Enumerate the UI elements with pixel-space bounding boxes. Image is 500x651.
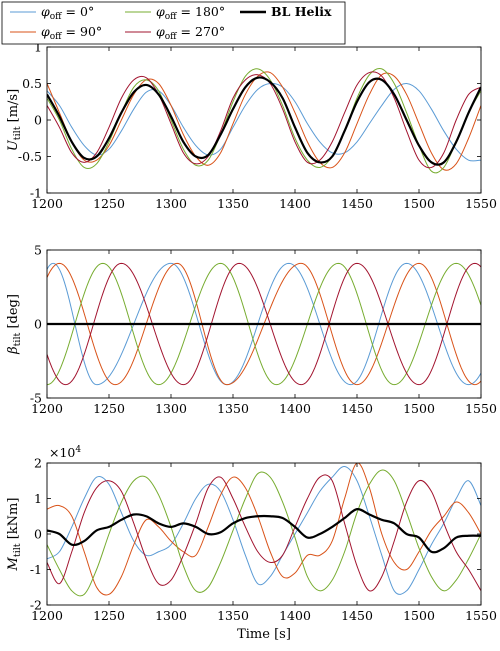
x-tick-label: 1250 (93, 401, 125, 416)
series-line-phi-off-1 (47, 463, 481, 596)
y-tick-label: 0 (34, 317, 42, 332)
y-tick-label: -0.5 (18, 149, 42, 164)
series-line-phi-off-0 (47, 82, 481, 162)
x-tick-label: 1400 (279, 401, 311, 416)
legend-box (1, 1, 346, 45)
legend-label: φoff = 270° (156, 24, 225, 42)
legend-entry: φoff = 0° (10, 4, 94, 22)
x-tick-label: 1200 (31, 196, 63, 211)
y-tick-label: 0 (34, 113, 42, 128)
x-tick-label: 1250 (93, 608, 125, 623)
moment-panel: 1200 1250 1300 1350 1400 1450 1500 1550 -2 -1 0 1 2 M… (6, 445, 497, 642)
legend-label: φoff = 90° (41, 24, 102, 42)
y-tick-label: 1 (34, 491, 42, 506)
x-tick-label: 1350 (217, 608, 249, 623)
x-axis-label: Time [s] (237, 627, 291, 642)
y-axis-label: Mtilt [kNm] (6, 498, 23, 572)
x-tick-label: 1500 (403, 608, 435, 623)
x-tick-label: 1200 (31, 608, 63, 623)
x-tick-label: 1450 (341, 196, 373, 211)
y-tick-label: -1 (30, 562, 42, 577)
y-axis-label: Utilt [m/s] (6, 89, 23, 151)
x-tick-label: 1550 (465, 401, 497, 416)
x-tick-label: 1400 (279, 196, 311, 211)
pitch-angle-panel: 1200 1250 1300 1350 1400 1450 1500 1550 -5 0 5 βtil… (6, 243, 497, 417)
y-tick-label: 0 (34, 527, 42, 542)
wind-speed-panel: 1200 1250 1300 1350 1400 1450 1500 1550 -1 -0.5 0 0… (6, 40, 497, 212)
x-tick-label: 1450 (341, 401, 373, 416)
x-tick-label: 1200 (31, 401, 63, 416)
y-tick-label: 1 (34, 40, 42, 55)
x-tick-label: 1300 (155, 401, 187, 416)
legend-entry: φoff = 180° (125, 4, 225, 22)
series-line-phi-off-3 (47, 474, 481, 592)
series-line-bl-helix (47, 508, 481, 554)
y-multiplier: ×104 (49, 445, 81, 460)
series-line-phi-off-3 (47, 71, 481, 169)
y-tick-label: 0.5 (22, 76, 42, 91)
x-tick-label: 1450 (341, 608, 373, 623)
y-tick-label: 2 (34, 456, 42, 471)
y-tick-label: -1 (30, 186, 42, 201)
x-tick-label: 1250 (93, 196, 125, 211)
legend-entry: φoff = 90° (10, 24, 102, 42)
x-tick-label: 1400 (279, 608, 311, 623)
legend-label: φoff = 0° (41, 4, 94, 22)
y-tick-label: -2 (30, 598, 42, 613)
series-line-phi-off-0 (47, 466, 481, 595)
x-tick-label: 1500 (403, 401, 435, 416)
series-line-phi-off-2 (47, 469, 481, 597)
x-tick-label: 1500 (403, 196, 435, 211)
series-line-phi-off-3 (47, 262, 481, 386)
x-tick-label: 1550 (465, 608, 497, 623)
x-tick-label: 1350 (217, 401, 249, 416)
legend-entry: BL Helix (240, 4, 332, 19)
x-tick-label: 1350 (217, 196, 249, 211)
series-line-bl-helix (47, 76, 481, 166)
x-tick-label: 1300 (155, 608, 187, 623)
y-axis-label: βtilt [deg] (6, 294, 23, 355)
legend: φoff = 0° φoff = 180° BL Helix φoff = 90° φo… (1, 1, 346, 45)
legend-label: BL Helix (271, 4, 332, 19)
legend-entry: φoff = 270° (125, 24, 225, 42)
y-tick-label: 5 (34, 243, 42, 258)
legend-label: φoff = 180° (156, 4, 225, 22)
series-line-phi-off-2 (47, 262, 481, 386)
y-tick-label: -5 (30, 391, 42, 406)
x-tick-label: 1300 (155, 196, 187, 211)
x-tick-label: 1550 (465, 196, 497, 211)
